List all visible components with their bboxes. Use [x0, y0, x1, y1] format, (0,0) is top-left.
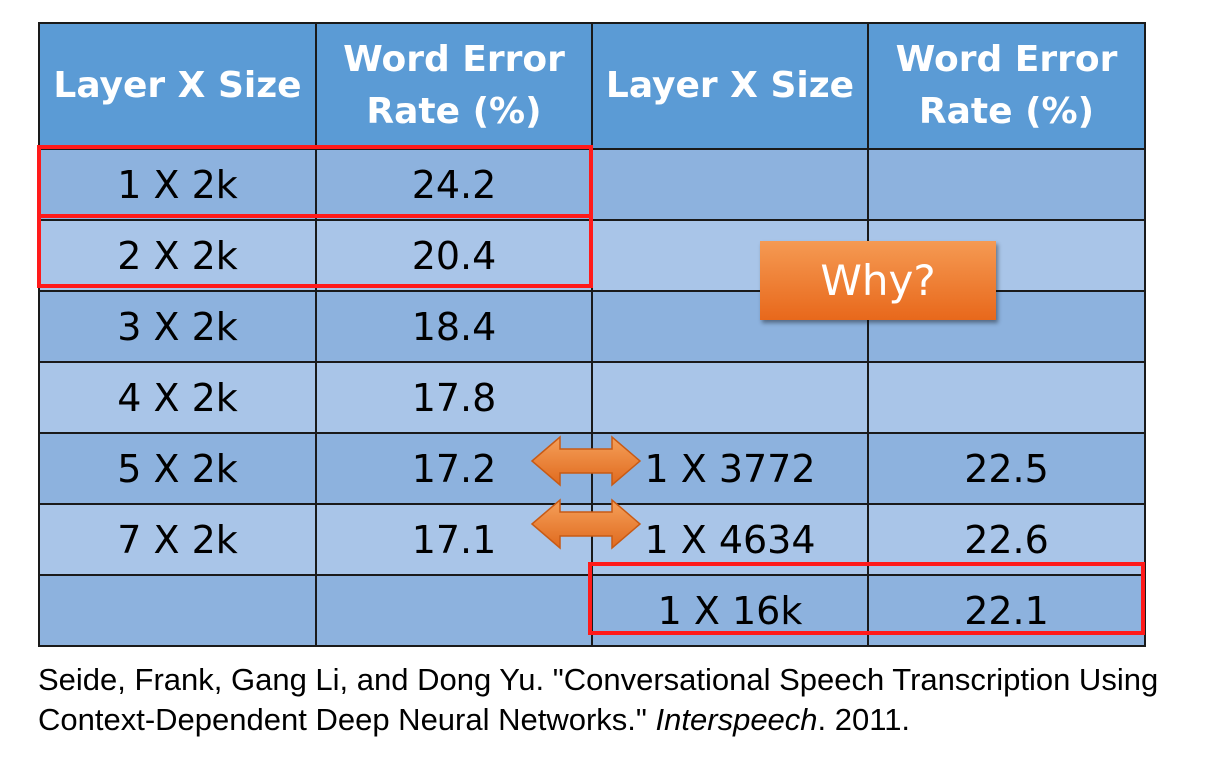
header-layer-size-2: Layer X Size [591, 22, 869, 150]
header-wer-1: Word Error Rate (%) [315, 22, 593, 150]
table-cell: 22.6 [867, 503, 1146, 576]
table-cell [867, 290, 1146, 363]
table-cell [591, 148, 869, 221]
header-row: Layer X Size Word Error Rate (%) Layer X… [38, 22, 1146, 150]
table-row: 3 X 2k 18.4 [38, 290, 1146, 363]
table-cell: 7 X 2k [38, 503, 317, 576]
table-row: 4 X 2k 17.8 [38, 361, 1146, 434]
table-cell: 3 X 2k [38, 290, 317, 363]
why-callout: Why? [760, 241, 996, 320]
header-wer-2: Word Error Rate (%) [867, 22, 1146, 150]
results-table: Layer X Size Word Error Rate (%) Layer X… [38, 22, 1146, 647]
table-cell [315, 574, 593, 647]
table-cell: 1 X 3772 [591, 432, 869, 505]
citation-authors-title: Seide, Frank, Gang Li, and Dong Yu. "Con… [38, 662, 1159, 737]
table-cell: 17.1 [315, 503, 593, 576]
table-cell: 22.5 [867, 432, 1146, 505]
citation-venue: Interspeech [655, 702, 818, 737]
table-cell: 1 X 16k [591, 574, 869, 647]
table-cell: 17.8 [315, 361, 593, 434]
table-cell [591, 361, 869, 434]
table-cell: 2 X 2k [38, 219, 317, 292]
table-row: 1 X 16k 22.1 [38, 574, 1146, 647]
table-cell: 20.4 [315, 219, 593, 292]
citation-text: Seide, Frank, Gang Li, and Dong Yu. "Con… [38, 660, 1208, 740]
table-cell: 22.1 [867, 574, 1146, 647]
citation-year: . 2011. [817, 702, 911, 737]
table-cell [867, 361, 1146, 434]
table-cell [867, 148, 1146, 221]
table-cell [38, 574, 317, 647]
table-cell: 24.2 [315, 148, 593, 221]
table-cell: 4 X 2k [38, 361, 317, 434]
table-row: 1 X 2k 24.2 [38, 148, 1146, 221]
double-arrow-icon [530, 435, 642, 487]
header-layer-size-1: Layer X Size [38, 22, 317, 150]
double-arrow-icon [530, 498, 642, 550]
table-cell: 5 X 2k [38, 432, 317, 505]
table-cell: 18.4 [315, 290, 593, 363]
table-cell: 1 X 2k [38, 148, 317, 221]
